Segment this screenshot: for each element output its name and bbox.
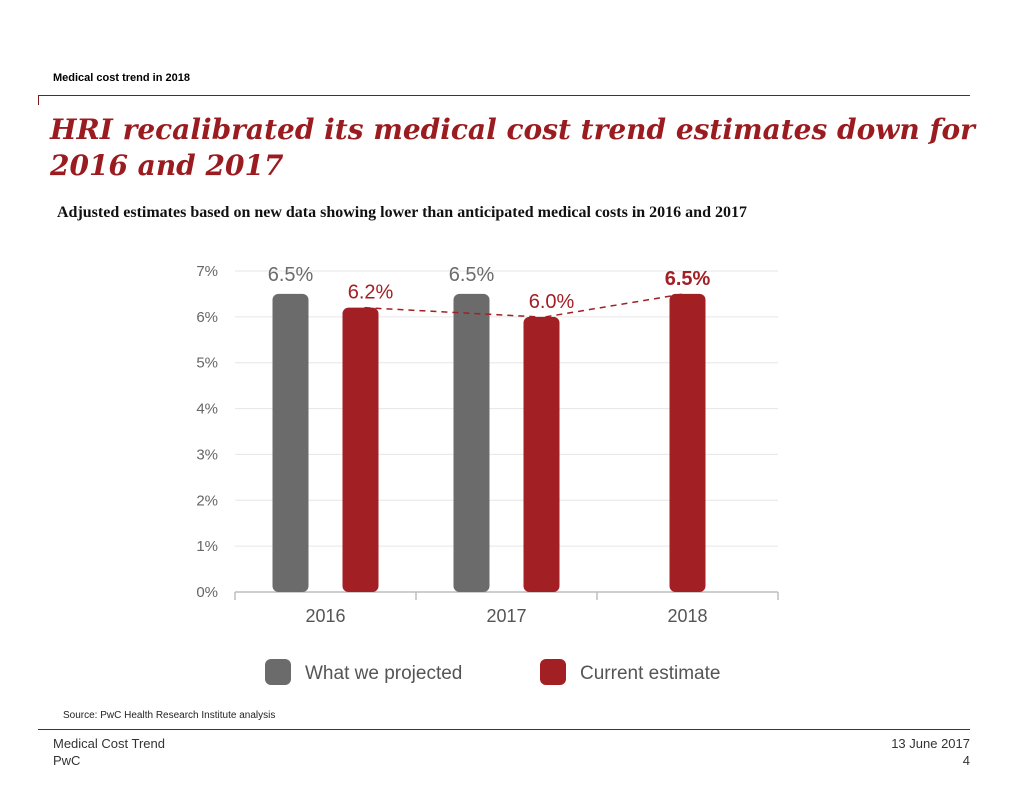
trend-line-segment	[545, 293, 684, 318]
legend-swatch	[540, 659, 566, 685]
bar-current-estimate	[342, 307, 379, 592]
legend-label: What we projected	[305, 663, 462, 684]
legend-label: Current estimate	[580, 663, 720, 684]
data-label: 6.0%	[529, 291, 575, 313]
footer-company: PwC	[53, 753, 81, 768]
y-tick-label: 1%	[196, 538, 218, 555]
source-note: Source: PwC Health Research Institute an…	[63, 710, 276, 721]
header-divider-tick	[38, 95, 39, 105]
bar-what-we-projected	[453, 293, 490, 592]
footer-page-number: 4	[962, 753, 970, 768]
y-tick-label: 6%	[196, 309, 218, 326]
bar-current-estimate	[669, 293, 706, 592]
y-tick-label: 0%	[196, 584, 218, 601]
data-label: 6.2%	[348, 282, 394, 304]
page-subtitle: Adjusted estimates based on new data sho…	[57, 204, 747, 221]
y-tick-label: 3%	[196, 446, 218, 463]
footer-left: Medical Cost Trend PwC	[53, 735, 165, 769]
legend-swatch	[265, 659, 291, 685]
x-tick-label: 2018	[667, 606, 707, 626]
bar-current-estimate	[523, 316, 560, 592]
data-label: 6.5%	[449, 264, 495, 286]
y-tick-label: 4%	[196, 401, 218, 418]
footer-divider	[38, 729, 970, 730]
data-label: 6.5%	[665, 268, 711, 290]
data-label: 6.5%	[268, 264, 314, 286]
header-divider	[38, 95, 970, 96]
footer-right: 13 June 2017 4	[891, 735, 970, 769]
bar-chart: 0% 1% 2% 3% 4% 5% 6% 7% 6.5% 6.2% 2016 6.5% 6.0% 2017…	[196, 263, 779, 685]
y-tick-label: 7%	[196, 263, 218, 280]
bar-what-we-projected	[272, 293, 309, 592]
x-tick-label: 2016	[305, 606, 345, 626]
footer-doc-name: Medical Cost Trend	[53, 736, 165, 751]
x-tick-label: 2017	[486, 606, 526, 626]
y-tick-label: 5%	[196, 355, 218, 372]
trend-line-segment	[364, 306, 538, 318]
y-tick-label: 2%	[196, 492, 218, 509]
section-label: Medical cost trend in 2018	[53, 72, 190, 84]
page-title: HRI recalibrated its medical cost trend …	[50, 113, 975, 182]
footer-date: 13 June 2017	[891, 736, 970, 751]
